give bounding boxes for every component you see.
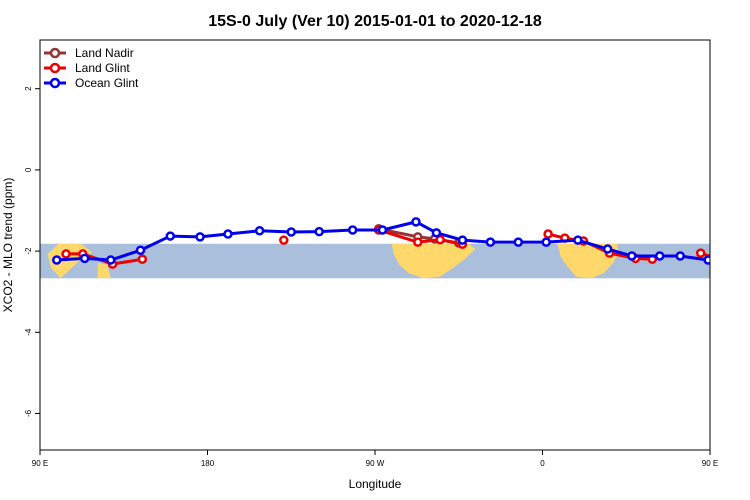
x-tick-label: 90 E: [32, 459, 48, 468]
data-point: [137, 254, 148, 264]
legend-item: Ocean Glint: [44, 76, 139, 90]
data-point: [431, 228, 442, 238]
data-point: [279, 235, 289, 245]
series-layer: [52, 217, 750, 269]
legend-label: Land Glint: [75, 61, 130, 75]
series-line: [378, 228, 463, 246]
legend-marker: [49, 47, 61, 59]
y-tick-label: -4: [24, 328, 33, 336]
data-point: [223, 229, 233, 239]
data-point: [627, 251, 637, 261]
legend-label: Land Nadir: [75, 46, 134, 60]
x-tick-label: 90 E: [702, 459, 718, 468]
x-tick-label: 90 W: [366, 459, 385, 468]
data-point: [457, 235, 468, 245]
data-point: [655, 251, 665, 261]
legend-marker: [49, 77, 61, 89]
data-point: [485, 237, 496, 247]
data-point: [733, 255, 740, 262]
data-point: [573, 235, 583, 245]
data-point: [602, 244, 613, 254]
data-point: [746, 256, 750, 263]
chart-title: 15S-0 July (Ver 10) 2015-01-01 to 2020-1…: [208, 13, 542, 30]
land-mass: [391, 243, 476, 279]
data-point: [703, 255, 710, 265]
x-axis-label: Longitude: [349, 477, 402, 491]
y-axis: 2 0 -2 -4 -6: [24, 86, 40, 417]
x-tick-label: 0: [540, 459, 545, 468]
y-tick-label: 0: [24, 167, 33, 172]
data-point: [135, 245, 146, 256]
data-point: [727, 260, 734, 267]
legend-item: Land Nadir: [44, 46, 134, 60]
data-point: [314, 226, 324, 237]
data-point: [347, 225, 358, 235]
data-point: [254, 226, 265, 236]
data-point: [413, 237, 423, 247]
land-mass: [97, 262, 111, 279]
data-point: [695, 248, 706, 258]
data-point: [165, 231, 176, 241]
data-point: [543, 229, 553, 239]
data-point: [61, 249, 71, 259]
legend-label: Ocean Glint: [75, 76, 139, 90]
data-point: [105, 255, 116, 265]
legend-marker: [49, 62, 61, 74]
series-ocean-glint: [52, 217, 740, 265]
data-point: [513, 237, 524, 247]
data-point: [377, 225, 388, 235]
y-tick-label: -6: [24, 409, 33, 417]
land-mass: [557, 243, 619, 279]
y-axis-label: XCO2 - MLO trend (ppm): [1, 178, 15, 313]
legend-item: Land Glint: [44, 61, 130, 75]
data-point: [286, 227, 296, 237]
y-tick-label: -2: [24, 247, 33, 255]
land-mass: [719, 249, 747, 263]
data-point: [675, 251, 685, 261]
data-point: [195, 232, 205, 242]
data-point: [411, 217, 421, 227]
data-point: [435, 234, 445, 245]
y-tick-label: 2: [24, 86, 33, 91]
data-point: [541, 237, 551, 247]
x-tick-label: 180: [201, 459, 215, 468]
data-point: [52, 255, 62, 265]
data-point: [79, 253, 90, 264]
